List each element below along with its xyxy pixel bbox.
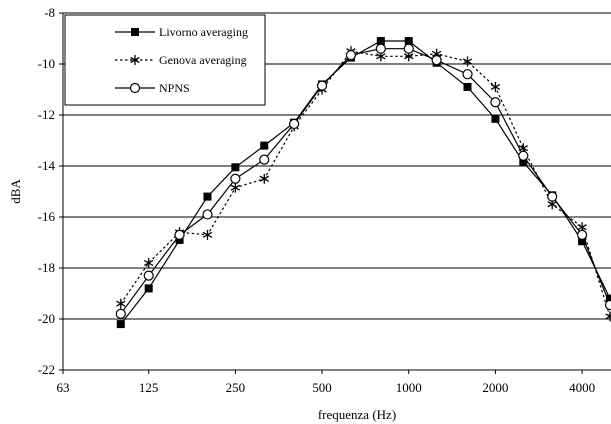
data-point	[345, 49, 357, 61]
x-tick-label: 250	[226, 380, 246, 395]
legend-item: Genova averaging	[115, 53, 247, 67]
data-point	[115, 308, 126, 319]
data-point	[404, 37, 413, 46]
data-point	[403, 43, 414, 54]
legend-item: Livorno averaging	[115, 25, 248, 39]
data-point	[202, 229, 213, 240]
legend-marker	[130, 55, 140, 65]
data-point	[230, 182, 241, 193]
y-tick-label: -8	[44, 5, 55, 20]
data-point	[316, 80, 328, 91]
series-3	[115, 43, 611, 319]
data-point	[174, 229, 185, 240]
data-point	[490, 81, 501, 92]
x-tick-label: 1000	[396, 380, 422, 395]
series-1	[116, 37, 611, 329]
data-point	[144, 284, 153, 293]
legend-label: Genova averaging	[159, 53, 247, 67]
data-point	[431, 55, 442, 66]
data-point	[519, 158, 528, 167]
y-tick-label: -12	[38, 107, 55, 122]
data-point	[375, 43, 386, 54]
data-point	[143, 270, 154, 281]
data-point	[260, 141, 269, 150]
y-tick-label: -22	[38, 362, 55, 377]
legend-box	[64, 14, 266, 106]
legend-item: NPNS	[115, 81, 190, 95]
data-point	[289, 118, 300, 130]
x-tick-label: 63	[57, 380, 70, 395]
data-point	[231, 163, 240, 172]
axes: -22 -20 -18 -16 -14 -12 -10 -8 63 125 250 500 1000 20…	[8, 5, 611, 422]
data-point	[606, 294, 611, 303]
x-axis-title: frequenza (Hz)	[318, 407, 396, 422]
legend: Livorno averaging Genova averaging NPNS	[64, 14, 266, 106]
data-point	[518, 150, 529, 161]
legend-marker	[129, 82, 141, 94]
x-tick-label: 500	[312, 380, 332, 395]
data-point	[144, 257, 154, 268]
data-point	[230, 173, 241, 184]
data-point	[604, 299, 611, 311]
data-point	[576, 229, 588, 240]
x-tick-label: 4000	[569, 380, 595, 395]
data-point	[491, 114, 500, 123]
data-point	[116, 320, 125, 329]
data-point	[376, 37, 385, 46]
data-point	[605, 311, 611, 322]
data-point	[578, 237, 587, 246]
series-line	[120, 50, 611, 317]
series-line	[120, 48, 611, 315]
y-tick-label: -20	[38, 311, 55, 326]
legend-label: NPNS	[159, 81, 190, 95]
y-axis-title: dBA	[8, 179, 23, 204]
data-point	[463, 82, 472, 91]
series-line	[120, 40, 611, 325]
series-layer	[115, 37, 611, 329]
data-point	[462, 56, 473, 67]
legend-marker	[131, 28, 139, 36]
legend-label: Livorno averaging	[159, 25, 248, 39]
data-point	[202, 209, 213, 220]
data-point	[259, 154, 270, 165]
data-point	[203, 192, 212, 201]
data-point	[462, 69, 473, 80]
data-point	[116, 298, 126, 309]
x-tick-label: 2000	[482, 380, 508, 395]
y-tick-label: -14	[38, 158, 56, 173]
data-point	[547, 191, 558, 202]
y-tick-label: -18	[38, 260, 55, 275]
data-point	[259, 173, 269, 184]
y-tick-label: -10	[38, 56, 55, 71]
data-point	[490, 97, 501, 108]
x-tick-label: 125	[139, 380, 159, 395]
y-tick-label: -16	[38, 209, 56, 224]
